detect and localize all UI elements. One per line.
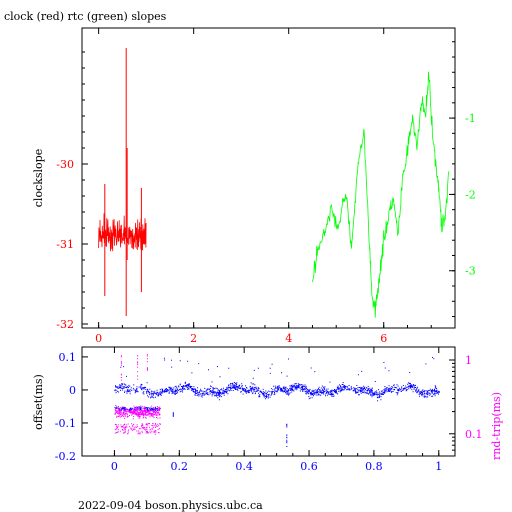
top-ylabel: clockslope: [32, 149, 45, 207]
top-x-axis: 0 2 4 6: [95, 28, 432, 345]
top-panel: 0 2 4 6 -30 -31 -32 -1 -2 -3 clockslope: [32, 27, 476, 345]
rndtrip-series: [114, 354, 161, 435]
bottom-ylabel: offset(ms): [32, 374, 45, 430]
top-y-axis-right: -1 -2 -3: [449, 41, 476, 318]
footer-caption: 2022-09-04 boson.physics.ubc.ca: [78, 499, 263, 512]
top-y2-tick-label: -1: [465, 112, 476, 125]
rtc-slope-line: [312, 71, 450, 318]
chart-title: clock (red) rtc (green) slopes: [4, 10, 167, 23]
top-y-tick-label: -30: [56, 158, 74, 171]
clock-slope-series: [98, 48, 147, 316]
top-x-tick-label: 2: [190, 332, 197, 345]
bottom-y2-tick-label: 1: [465, 354, 472, 367]
bottom-y-axis-left: 0.1 0 -0.1 -0.2: [55, 351, 88, 463]
bottom-x-tick-label: 0.8: [365, 460, 383, 473]
bottom-plot-frame: [81, 346, 456, 457]
clock-slope-line: [98, 213, 147, 252]
bottom-y-tick-label: -0.1: [55, 417, 76, 430]
bottom-y-tick-label: 0.1: [59, 351, 77, 364]
top-x-tick-label: 0: [95, 332, 102, 345]
bottom-y-tick-label: 0: [69, 384, 76, 397]
top-y-axis-left: -30 -31 -32: [56, 51, 88, 331]
bottom-x-axis: 0 0.2 0.4 0.6 0.8 1: [111, 347, 442, 473]
bottom-x-tick-label: 0.4: [235, 460, 253, 473]
bottom-x-tick-label: 0: [111, 460, 118, 473]
top-x-tick-label: 4: [285, 332, 292, 345]
bottom-x-tick-label: 0.2: [171, 460, 189, 473]
bottom-panel: 0 0.2 0.4 0.6 0.8 1 0.10-0.1-0.2 10.1 offset(…: [32, 346, 503, 473]
top-y-tick-label: -31: [56, 238, 74, 251]
rndtrip-points: [114, 354, 161, 435]
top-plot-frame: [81, 27, 456, 329]
bottom-y2label: rnd-trip(ms): [490, 392, 503, 460]
rtc-slope-series: [312, 71, 450, 318]
top-y2-tick-label: -2: [465, 188, 476, 201]
bottom-y2-tick-label: 0.1: [465, 428, 483, 441]
bottom-y-tick-label: -0.2: [55, 450, 76, 463]
bottom-x-tick-label: 1: [435, 460, 442, 473]
bottom-y-axis-right: 10.1: [449, 354, 483, 451]
top-x-tick-label: 6: [380, 332, 387, 345]
top-y-tick-label: -32: [56, 318, 74, 331]
offset-series: [114, 356, 440, 447]
offset-points: [114, 356, 440, 447]
bottom-x-tick-label: 0.6: [300, 460, 318, 473]
top-y2-tick-label: -3: [465, 265, 476, 278]
